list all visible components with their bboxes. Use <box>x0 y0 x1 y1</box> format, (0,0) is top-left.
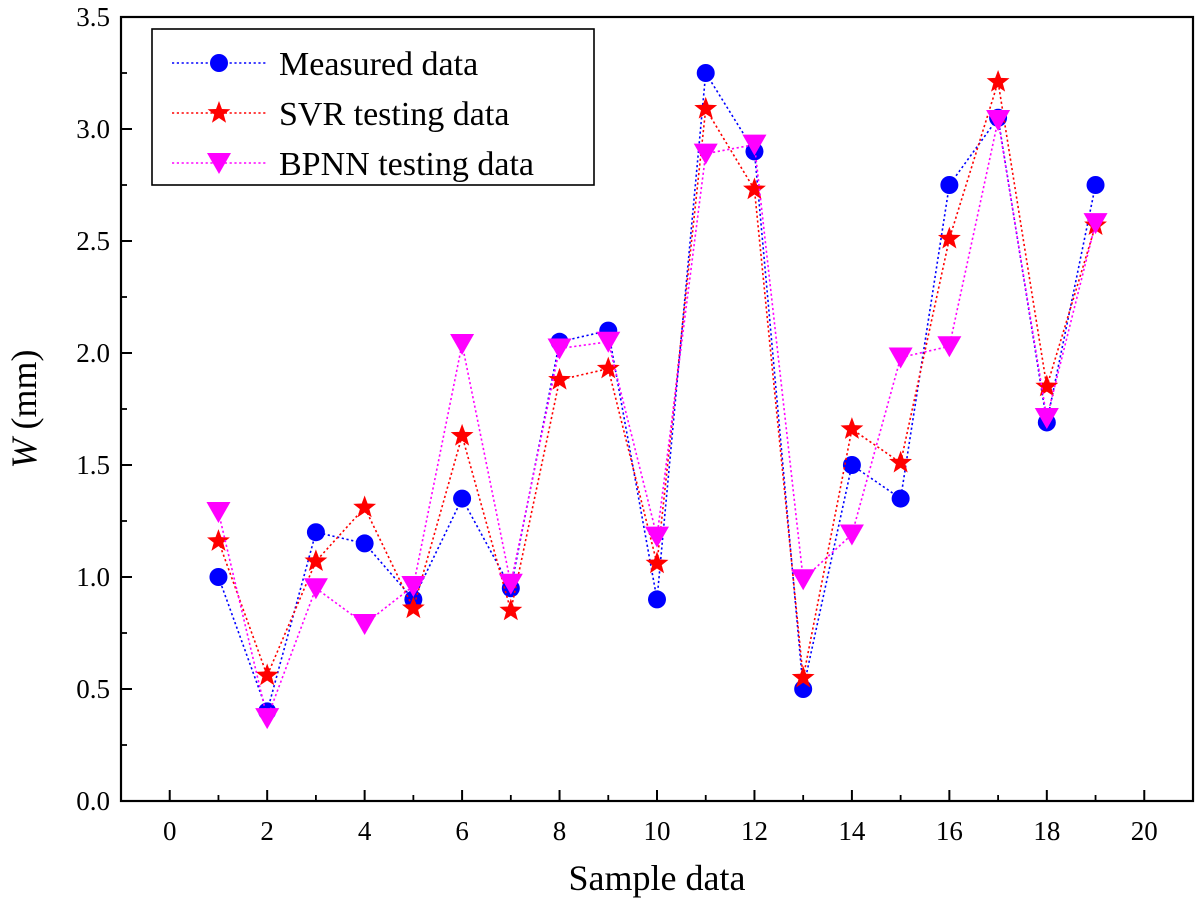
data-point <box>453 489 472 508</box>
data-point <box>791 569 816 591</box>
data-point <box>1086 176 1105 194</box>
data-point <box>696 64 715 82</box>
y-tick-label: 2.0 <box>76 338 110 368</box>
data-point <box>937 336 962 358</box>
x-tick-label: 2 <box>260 816 274 846</box>
data-point <box>840 417 864 439</box>
x-tick-label: 18 <box>1033 816 1060 846</box>
data-point <box>450 423 474 446</box>
legend: Measured data SVR testing data BPNN testin… <box>151 28 595 186</box>
data-point <box>937 226 961 249</box>
legend-marker <box>210 54 228 72</box>
legend-label: BPNN testing data <box>279 146 534 183</box>
y-tick-label: 1.5 <box>76 450 110 480</box>
y-axis-unit: (mm) <box>4 350 44 439</box>
data-point <box>353 495 377 518</box>
legend-label: SVR testing data <box>279 96 509 133</box>
data-point <box>207 529 230 551</box>
series-line <box>217 119 1097 721</box>
y-tick-label: 1.0 <box>76 562 110 592</box>
legend-marker <box>207 101 231 123</box>
legend-label: Measured data <box>279 46 478 83</box>
data-point <box>303 578 328 600</box>
data-point <box>839 524 864 546</box>
data-point <box>891 489 910 508</box>
data-point <box>889 450 913 473</box>
x-tick-label: 14 <box>838 816 866 846</box>
x-tick-label: 20 <box>1131 816 1158 846</box>
data-point <box>645 526 669 548</box>
legend-item-measured-data: Measured data <box>172 46 478 83</box>
series-bpnn-testing-data <box>206 110 1108 730</box>
x-tick-label: 12 <box>741 816 768 846</box>
legend-marker <box>207 153 231 174</box>
axis-ticks: 0 2 4 6 8 10 12 14 16 18 20 0.0 0.5 1.0 1.5 2.0 2.5 3.0 3.… <box>76 2 1194 846</box>
y-axis-title: W (mm) <box>4 350 44 469</box>
y-tick-label: 0.0 <box>76 786 110 816</box>
data-point <box>596 331 621 353</box>
data-point <box>986 69 1010 92</box>
data-point <box>255 663 279 686</box>
data-point <box>304 549 328 572</box>
x-tick-label: 16 <box>936 816 963 846</box>
legend-item-svr-testing-data: SVR testing data <box>172 96 509 133</box>
data-point <box>645 551 669 574</box>
y-tick-label: 3.0 <box>76 114 110 144</box>
legend-item-bpnn-testing-data: BPNN testing data <box>172 146 534 183</box>
y-tick-label: 0.5 <box>76 674 110 704</box>
data-point <box>255 708 280 730</box>
data-point <box>986 110 1011 132</box>
data-point <box>888 347 913 369</box>
data-point <box>1083 213 1108 235</box>
data-point <box>743 177 766 200</box>
x-axis-title: Sample data <box>569 858 746 898</box>
data-point <box>648 590 666 609</box>
series-layer <box>206 64 1108 730</box>
y-tick-label: 3.5 <box>76 2 110 32</box>
data-point <box>791 665 815 688</box>
data-point <box>842 456 861 474</box>
data-point <box>940 176 959 194</box>
x-tick-label: 8 <box>553 816 567 846</box>
data-point <box>499 598 523 621</box>
data-point <box>306 523 325 542</box>
x-tick-label: 0 <box>163 816 177 846</box>
data-point <box>693 143 718 165</box>
legend-items: Measured data SVR testing data BPNN testin… <box>172 46 534 183</box>
data-point <box>1035 374 1059 397</box>
x-tick-label: 6 <box>455 816 469 846</box>
x-tick-label: 10 <box>644 816 671 846</box>
data-point <box>352 614 377 636</box>
data-point <box>401 575 426 597</box>
data-point <box>498 573 523 595</box>
data-point <box>694 96 718 119</box>
data-point <box>450 334 475 356</box>
data-point <box>547 338 572 360</box>
data-point <box>401 596 425 619</box>
data-point <box>209 568 228 586</box>
data-point <box>1034 407 1059 429</box>
data-point <box>742 134 767 156</box>
data-point <box>355 534 374 553</box>
x-tick-label: 4 <box>358 816 372 846</box>
data-point <box>596 356 620 379</box>
data-point <box>206 502 231 524</box>
y-axis-variable: W <box>4 435 44 468</box>
data-point <box>548 367 571 390</box>
y-tick-label: 2.5 <box>76 226 110 256</box>
series-svr-testing-data <box>207 69 1107 688</box>
